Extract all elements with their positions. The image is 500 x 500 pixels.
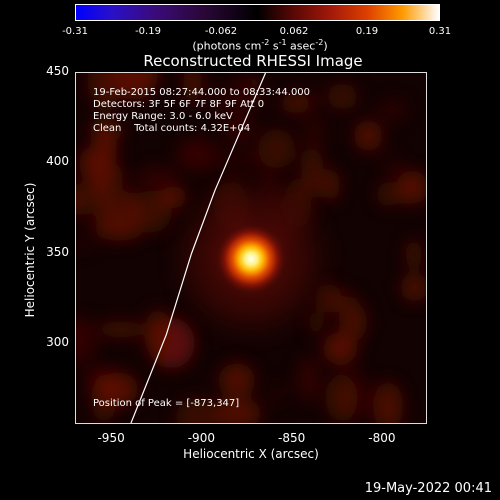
y-axis-label: Heliocentric Y (arcsec)	[23, 182, 37, 318]
detectors-label: Detectors: 3F 5F 6F 7F 8F 9F Att 0	[93, 99, 265, 110]
background-noise-blob	[213, 397, 262, 423]
background-noise-blob	[302, 114, 326, 150]
colorbar-tick: 0.062	[279, 26, 309, 37]
x-tick-label: -850	[277, 431, 306, 445]
image-plot: 19-Feb-2015 08:27:44.000 to 08:33:44.000…	[75, 72, 427, 424]
colorbar-tick: -0.19	[135, 26, 161, 37]
background-noise-blob	[327, 83, 358, 110]
background-noise-blob	[111, 73, 158, 100]
render-timestamp: 19-May-2022 00:41	[364, 481, 492, 496]
background-noise-blob	[175, 397, 221, 423]
background-noise-blob	[339, 295, 363, 339]
background-noise-blob	[93, 83, 117, 111]
flare-source	[215, 222, 288, 295]
background-noise-blob	[383, 155, 400, 177]
time-range-label: 19-Feb-2015 08:27:44.000 to 08:33:44.000	[93, 87, 311, 98]
background-noise-blob	[376, 181, 402, 207]
background-noise-blob	[176, 137, 219, 172]
background-noise-blob	[144, 309, 172, 358]
colorbar-tick: -0.062	[204, 26, 238, 37]
plot-title: Reconstructed RHESSI Image	[143, 52, 363, 70]
background-noise-blob	[76, 329, 98, 371]
colorbar	[75, 4, 440, 21]
background-noise-blob	[205, 81, 257, 118]
background-noise-blob	[323, 332, 358, 365]
background-noise-blob	[280, 93, 311, 114]
colorbar-tick: 0.31	[428, 26, 452, 37]
background-noise-blob	[396, 170, 426, 205]
background-noise-blob	[325, 374, 358, 422]
background-noise-blob	[322, 168, 340, 203]
x-axis-label: Heliocentric X (arcsec)	[183, 447, 319, 461]
x-tick-label: -950	[97, 431, 125, 445]
colorbar-tick: 0.19	[355, 26, 379, 37]
background-noise-blob	[257, 128, 295, 169]
background-noise-blob	[183, 73, 202, 104]
background-noise-blob	[97, 320, 145, 338]
x-tick-label: -800	[368, 431, 396, 445]
background-noise-blob	[222, 114, 256, 142]
background-noise-blob	[296, 356, 321, 402]
background-noise-blob	[354, 120, 383, 152]
clean-counts-label: Clean Total counts: 4.32E+04	[93, 123, 251, 134]
solar-limb-line	[130, 73, 267, 423]
energy-range-label: Energy Range: 3.0 - 6.0 keV	[93, 111, 233, 122]
colorbar-tick: -0.31	[62, 26, 88, 37]
background-noise-blob	[405, 239, 423, 270]
background-noise-blob	[377, 97, 409, 122]
background-noise-blob	[228, 360, 249, 395]
colorbar-unit: (photons cm-2 s-1 asec-2)	[192, 38, 328, 53]
background-noise-blob	[373, 381, 404, 423]
y-tick-label: 350	[46, 244, 69, 259]
background-noise-blob	[134, 166, 180, 188]
background-noise-blob	[79, 145, 113, 181]
background-noise-blob	[268, 381, 285, 409]
background-noise-blob	[400, 273, 426, 302]
y-tick-label: 450	[46, 64, 69, 78]
y-tick-label: 400	[46, 154, 69, 169]
background-noise-blob	[98, 372, 139, 407]
peak-position-label: Position of Peak = [-873,347]	[93, 398, 240, 409]
background-noise-blob	[105, 173, 126, 204]
background-noise-blob	[76, 236, 93, 253]
y-tick-label: 300	[46, 334, 69, 349]
x-tick-label: -900	[187, 431, 215, 445]
heatmap-canvas	[76, 73, 426, 423]
